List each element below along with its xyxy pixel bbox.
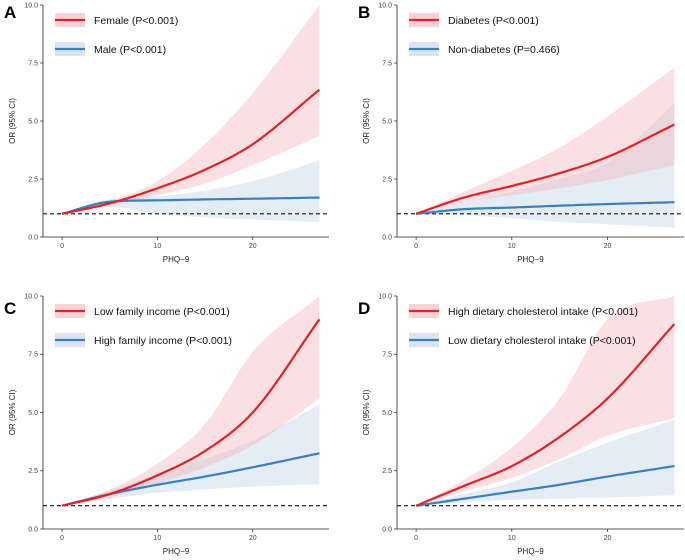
ci-band-red (416, 67, 675, 214)
y-tick-label: 2.5 (28, 468, 38, 475)
legend-label: High dietary cholesterol intake (P<0.001… (448, 306, 638, 318)
y-tick-label: 10.0 (378, 293, 392, 300)
y-tick-label: 10.0 (24, 293, 38, 300)
ci-band-blue (62, 404, 320, 506)
panel-b: B 0.0 2.5 5.0 7.5 10.0 0 10 20 PHQ−9 OR (95% CI) Di… (358, 2, 684, 264)
legend-item: Low dietary cholesterol intake (P<0.001) (409, 333, 636, 347)
panel-a: A 0.0 2.5 5.0 7.5 10.0 0 10 20 PHQ−9 OR (95% CI) Fe… (4, 2, 329, 264)
ci-band-blue (416, 419, 675, 506)
legend-item: Diabetes (P<0.001) (409, 13, 539, 27)
y-tick-label: 10.0 (378, 2, 392, 9)
y-tick-label: 0.0 (382, 526, 392, 533)
legend-item: High family income (P<0.001) (55, 333, 232, 347)
y-tick-label: 0.0 (28, 234, 38, 241)
x-tick-label: 10 (154, 535, 162, 542)
y-axis-title: OR (95% CI) (362, 98, 371, 144)
legend-item: Non-diabetes (P=0.466) (409, 42, 560, 56)
ci-band-blue (416, 103, 675, 228)
x-tick-label: 20 (604, 243, 612, 250)
y-axis-title: OR (95% CI) (362, 389, 371, 435)
y-tick-label: 2.5 (382, 176, 392, 183)
y-tick-label: 5.0 (28, 410, 38, 417)
panel-c: C 0.0 2.5 5.0 7.5 10.0 0 10 20 PHQ−9 OR (95% CI) Lo… (4, 293, 329, 556)
x-axis-title: PHQ−9 (517, 255, 544, 264)
x-tick-label: 20 (249, 243, 257, 250)
series-line-blue (61, 196, 320, 215)
x-tick-label: 0 (414, 535, 418, 542)
y-tick-label: 0.0 (382, 234, 392, 241)
x-axis-title: PHQ−9 (163, 547, 190, 556)
panel-letter: A (4, 3, 16, 22)
y-tick-label: 2.5 (28, 176, 38, 183)
legend-item: High dietary cholesterol intake (P<0.001… (409, 304, 638, 318)
x-tick-label: 0 (60, 535, 64, 542)
x-axis-title: PHQ−9 (517, 547, 544, 556)
y-tick-label: 0.0 (28, 526, 38, 533)
y-axis-title: OR (95% CI) (8, 389, 17, 435)
legend-item: Female (P<0.001) (55, 13, 178, 27)
ci-band-blue (62, 160, 320, 222)
ci-band-red (62, 5, 320, 214)
y-tick-label: 5.0 (28, 118, 38, 125)
x-tick-label: 20 (604, 535, 612, 542)
y-tick-label: 7.5 (382, 352, 392, 359)
ci-band-red (62, 296, 320, 506)
legend-item: Low family income (P<0.001) (55, 304, 230, 318)
panel-letter: D (358, 299, 370, 318)
x-tick-label: 0 (414, 243, 418, 250)
y-tick-label: 2.5 (382, 468, 392, 475)
ci-band-red (416, 296, 675, 506)
legend-label: Non-diabetes (P=0.466) (448, 44, 560, 56)
y-tick-label: 5.0 (382, 410, 392, 417)
x-tick-label: 0 (60, 243, 64, 250)
series-line-red (415, 323, 676, 507)
legend-label: High family income (P<0.001) (94, 335, 232, 347)
y-tick-label: 7.5 (28, 352, 38, 359)
series-line-red (61, 88, 321, 215)
y-tick-label: 7.5 (382, 60, 392, 67)
x-tick-label: 10 (508, 535, 516, 542)
series-line-blue (416, 201, 675, 215)
y-tick-label: 10.0 (24, 2, 38, 9)
legend-label: Male (P<0.001) (94, 44, 166, 56)
series-line-blue (415, 465, 675, 507)
series-line-red (415, 123, 675, 215)
legend-item: Male (P<0.001) (55, 42, 166, 56)
legend-label: Diabetes (P<0.001) (448, 15, 539, 27)
y-tick-label: 7.5 (28, 60, 38, 67)
legend-label: Low family income (P<0.001) (94, 306, 230, 318)
legend-label: Female (P<0.001) (94, 15, 178, 27)
x-axis-title: PHQ−9 (163, 255, 190, 264)
panel-letter: B (358, 3, 370, 22)
y-axis-title: OR (95% CI) (8, 98, 17, 144)
series-line-red (61, 318, 321, 507)
x-tick-label: 10 (508, 243, 516, 250)
panel-d: D 0.0 2.5 5.0 7.5 10.0 0 10 20 PHQ−9 OR (95% CI) Hi… (358, 293, 684, 556)
y-tick-label: 5.0 (382, 118, 392, 125)
x-tick-label: 20 (249, 535, 257, 542)
legend-label: Low dietary cholesterol intake (P<0.001) (448, 335, 636, 347)
panel-letter: C (4, 299, 16, 318)
x-tick-label: 10 (154, 243, 162, 250)
